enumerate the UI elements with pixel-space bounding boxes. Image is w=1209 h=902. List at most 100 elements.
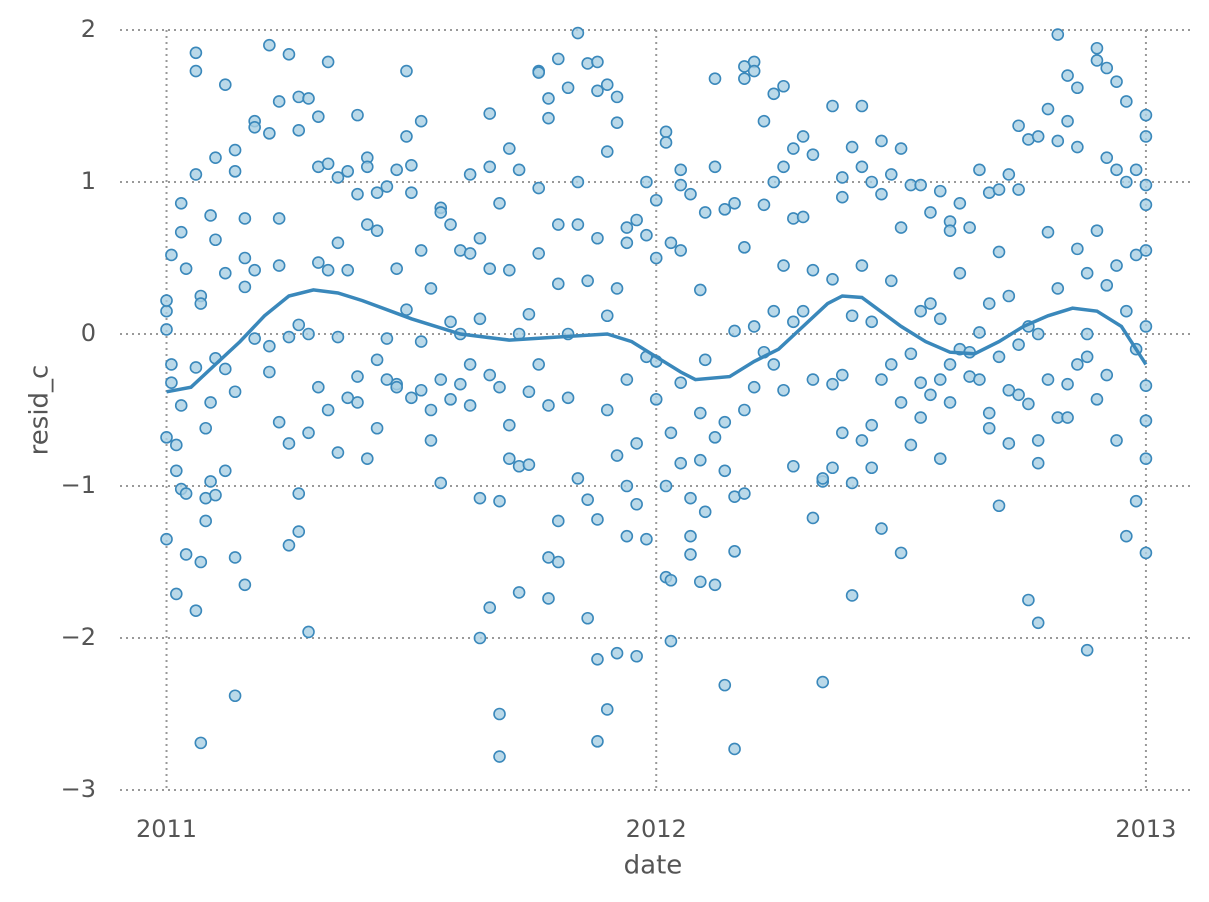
point	[512, 163, 526, 177]
point	[1071, 81, 1084, 95]
point	[571, 218, 585, 231]
point	[542, 399, 555, 412]
point	[1120, 175, 1133, 189]
point	[1012, 119, 1025, 133]
point	[165, 358, 178, 371]
point	[630, 649, 643, 663]
point	[747, 320, 761, 333]
point	[209, 233, 222, 247]
point	[728, 324, 741, 338]
point	[1031, 434, 1045, 447]
point	[174, 399, 188, 412]
point	[248, 263, 261, 277]
point	[664, 634, 678, 648]
point	[331, 236, 345, 250]
point	[551, 218, 565, 231]
point	[865, 461, 878, 475]
point	[414, 383, 428, 397]
point	[1051, 28, 1065, 41]
point	[992, 183, 1006, 196]
point	[1120, 95, 1133, 108]
point	[463, 168, 477, 181]
point	[698, 353, 712, 367]
point	[1002, 168, 1016, 181]
point	[894, 396, 908, 409]
point	[806, 373, 820, 386]
point	[400, 303, 413, 316]
point	[894, 221, 908, 234]
point	[218, 266, 232, 280]
point	[796, 210, 810, 224]
point	[189, 361, 203, 374]
point	[777, 160, 790, 174]
point	[263, 38, 276, 52]
point	[503, 142, 516, 155]
point	[1051, 134, 1065, 148]
y-tick-label: −1	[61, 471, 96, 499]
point	[684, 548, 697, 561]
point	[1031, 616, 1045, 630]
point	[610, 90, 624, 104]
point	[218, 78, 232, 92]
point	[292, 124, 306, 137]
smooth-line	[166, 288, 1148, 394]
point	[757, 198, 771, 212]
point	[845, 476, 859, 490]
point	[777, 259, 790, 272]
point	[1090, 224, 1104, 237]
point	[292, 525, 306, 538]
point	[693, 575, 707, 589]
point	[640, 532, 653, 546]
point	[204, 475, 217, 488]
point	[698, 505, 712, 519]
point	[434, 373, 448, 386]
point	[806, 511, 820, 525]
point	[463, 247, 477, 260]
point	[1100, 151, 1114, 164]
point	[620, 236, 634, 250]
point	[160, 323, 173, 336]
point	[581, 611, 594, 625]
point	[865, 175, 878, 189]
point	[649, 251, 663, 265]
point	[160, 304, 173, 318]
point	[875, 522, 888, 535]
point	[620, 529, 634, 543]
point	[674, 456, 688, 470]
point	[238, 578, 252, 592]
point	[571, 175, 585, 189]
point	[600, 145, 614, 158]
point	[664, 236, 678, 250]
point	[512, 586, 526, 599]
point	[400, 64, 413, 78]
y-tick-label: −3	[61, 775, 96, 803]
point	[238, 212, 252, 225]
point	[444, 218, 457, 231]
point	[953, 196, 967, 210]
point	[351, 396, 364, 409]
point	[532, 358, 545, 371]
point	[1080, 266, 1094, 280]
point	[204, 209, 217, 222]
point	[561, 391, 575, 405]
y-tick-label: 0	[81, 319, 96, 347]
point	[542, 111, 555, 125]
point	[204, 396, 217, 409]
point	[292, 318, 306, 332]
point	[963, 221, 976, 234]
point	[542, 92, 555, 105]
point	[424, 434, 438, 447]
point	[904, 438, 918, 452]
point	[1071, 242, 1084, 256]
point	[321, 157, 335, 171]
point	[503, 452, 516, 465]
point	[503, 263, 516, 277]
point	[1139, 414, 1153, 427]
point	[360, 452, 374, 465]
point	[943, 396, 957, 409]
point	[493, 380, 506, 394]
x-tick-label: 2011	[136, 815, 197, 843]
point	[826, 99, 839, 113]
point	[228, 165, 242, 178]
point	[434, 206, 448, 219]
